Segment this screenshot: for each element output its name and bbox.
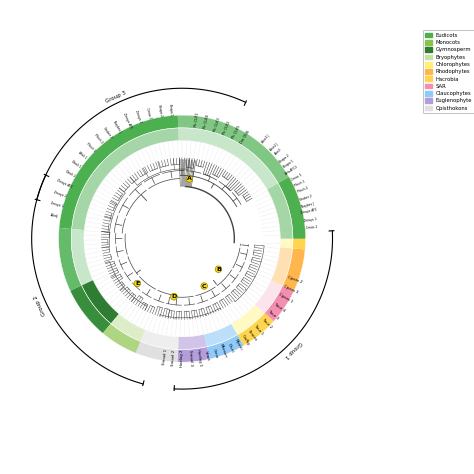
Polygon shape <box>278 177 306 239</box>
Polygon shape <box>103 324 141 353</box>
Text: Smoel 2: Smoel 2 <box>171 350 176 366</box>
Text: B: B <box>216 267 221 272</box>
Polygon shape <box>141 330 179 349</box>
Text: Vcart: Vcart <box>204 350 210 361</box>
Polygon shape <box>178 346 210 362</box>
Text: Zmays 1: Zmays 1 <box>304 218 318 224</box>
Text: Ph CLK5: Ph CLK5 <box>231 125 241 139</box>
Text: Cpara 1: Cpara 1 <box>278 293 293 304</box>
Text: Zmays AFC: Zmays AFC <box>301 208 318 215</box>
Text: D: D <box>171 294 176 299</box>
Text: Pfrich 2: Pfrich 2 <box>93 134 104 145</box>
Polygon shape <box>267 183 293 239</box>
Text: Obali 1: Obali 1 <box>70 160 81 169</box>
Text: Mbraun: Mbraun <box>219 343 228 359</box>
Text: Naybes J: Naybes J <box>112 119 122 133</box>
Polygon shape <box>178 115 289 183</box>
Text: Atus2 J: Atus2 J <box>269 142 279 152</box>
Text: Brapa 2: Brapa 2 <box>156 105 163 117</box>
Text: Afali 1: Afali 1 <box>78 151 88 160</box>
Text: Hoelag 2: Hoelag 2 <box>180 349 184 367</box>
Text: Crein: Crein <box>212 348 219 359</box>
Legend: Eudicots, Monocots, Gymnosperm, Bryophytes, Chlorophytes, Rhodophytes, Hacrobia,: Eudicots, Monocots, Gymnosperm, Bryophyt… <box>422 30 474 113</box>
Text: E: E <box>135 281 139 286</box>
Text: Hoelag 1: Hoelag 1 <box>196 348 202 366</box>
Text: Stuber 2: Stuber 2 <box>102 126 113 139</box>
Text: Dluci: Dluci <box>227 343 235 353</box>
Text: AtlasJ: AtlasJ <box>50 213 59 219</box>
Polygon shape <box>178 128 278 190</box>
Polygon shape <box>255 280 283 313</box>
Text: A: A <box>187 176 192 182</box>
Text: Obali 2: Obali 2 <box>64 169 75 178</box>
Text: Smoel 3: Smoel 3 <box>188 350 193 366</box>
Polygon shape <box>59 228 82 291</box>
Polygon shape <box>264 285 294 321</box>
Text: Cmax 2: Cmax 2 <box>306 225 317 230</box>
Text: Group 2: Group 2 <box>33 294 47 316</box>
Text: Cpara 2: Cpara 2 <box>286 275 302 284</box>
Polygon shape <box>267 183 293 239</box>
Text: Tour 1: Tour 1 <box>254 324 264 336</box>
Text: Cmax 5: Cmax 5 <box>291 173 303 182</box>
Text: Scarev: Scarev <box>247 329 258 342</box>
Polygon shape <box>237 313 274 346</box>
Polygon shape <box>111 314 146 341</box>
Polygon shape <box>280 239 293 248</box>
Text: Ph CLK3: Ph CLK3 <box>213 117 221 132</box>
Polygon shape <box>82 280 119 324</box>
Polygon shape <box>207 335 244 359</box>
Text: Stuber 2: Stuber 2 <box>299 195 312 202</box>
Polygon shape <box>231 304 264 335</box>
Text: Cmax 1: Cmax 1 <box>145 107 152 119</box>
Text: Pfrich 2: Pfrich 2 <box>296 186 309 194</box>
Text: Brapa 2: Brapa 2 <box>279 154 290 164</box>
Text: Zmays 2: Zmays 2 <box>134 110 142 124</box>
Text: Ph CLK4: Ph CLK4 <box>203 114 210 129</box>
Text: C: C <box>202 283 206 289</box>
Text: Zmays AFC: Zmays AFC <box>122 112 133 129</box>
Text: Atus3: Atus3 <box>274 147 283 156</box>
Text: CiuNg: CiuNg <box>241 334 250 346</box>
Text: Zmays 1: Zmays 1 <box>50 201 64 209</box>
Polygon shape <box>204 324 237 346</box>
Polygon shape <box>178 115 253 158</box>
Polygon shape <box>178 334 207 349</box>
Text: Pfrich 1: Pfrich 1 <box>294 180 306 188</box>
Text: Dm DO6: Dm DO6 <box>240 130 251 145</box>
Text: Group 3: Group 3 <box>105 90 127 103</box>
Text: AchuAFC3: AchuAFC3 <box>285 164 300 175</box>
Polygon shape <box>136 341 178 362</box>
Text: Zmays 2: Zmays 2 <box>53 190 67 199</box>
Text: Atus1 J: Atus1 J <box>261 134 270 145</box>
Polygon shape <box>271 247 292 285</box>
Polygon shape <box>70 285 111 333</box>
Polygon shape <box>292 239 306 249</box>
Text: Naybes J: Naybes J <box>301 201 314 209</box>
Text: Brapa 1: Brapa 1 <box>168 103 173 115</box>
Polygon shape <box>59 115 178 229</box>
Text: Group 1: Group 1 <box>283 340 302 359</box>
Text: Pfrich 1: Pfrich 1 <box>85 141 96 152</box>
Polygon shape <box>71 229 93 285</box>
Text: Tour 3: Tour 3 <box>268 310 280 321</box>
Polygon shape <box>278 177 306 239</box>
Text: Ph CLK2: Ph CLK2 <box>222 120 231 136</box>
Text: Cpara 3: Cpara 3 <box>283 284 298 294</box>
Text: Brapa 1: Brapa 1 <box>283 159 294 169</box>
Text: Tour 4: Tour 4 <box>274 302 286 312</box>
Text: Zmays AFC: Zmays AFC <box>56 178 73 189</box>
Text: Mpusii: Mpusii <box>234 337 243 351</box>
Text: Ph CLK1: Ph CLK1 <box>194 112 200 128</box>
Polygon shape <box>72 128 179 230</box>
Text: Smoel 1: Smoel 1 <box>163 349 169 365</box>
Polygon shape <box>283 248 305 291</box>
Text: Tour 2: Tour 2 <box>261 318 273 329</box>
